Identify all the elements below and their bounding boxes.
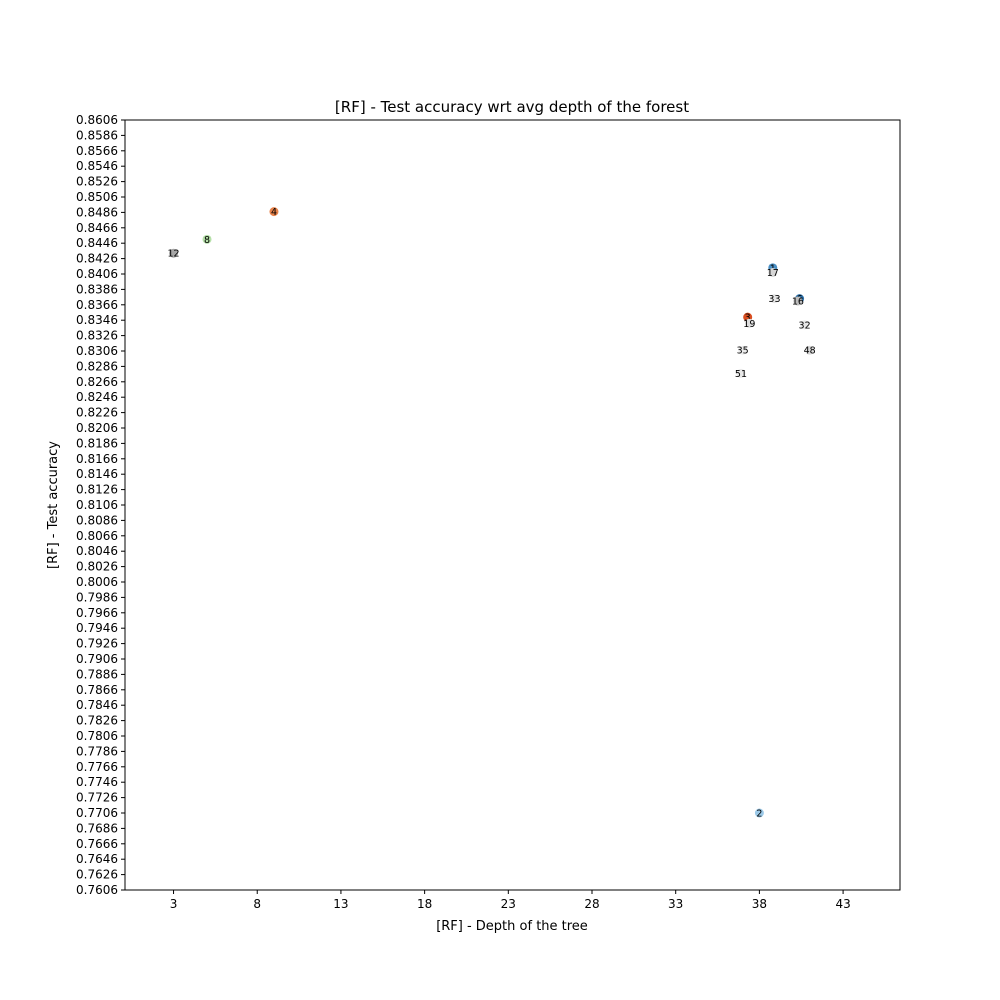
y-tick-label: 0.8466 (76, 221, 118, 235)
data-point-label: 51 (735, 369, 747, 380)
x-tick-label: 33 (668, 897, 683, 911)
y-tick-label: 0.7906 (76, 652, 118, 666)
data-point-label: 4 (271, 207, 277, 218)
data-point-label: 48 (804, 346, 816, 357)
y-tick-label: 0.8406 (76, 267, 118, 281)
y-tick-label: 0.8606 (76, 113, 118, 127)
y-tick-label: 0.8586 (76, 128, 118, 142)
data-point-label: 17 (767, 268, 779, 279)
data-point (269, 207, 279, 217)
data-point-label: 19 (743, 319, 755, 330)
y-tick-label: 0.8166 (76, 452, 118, 466)
plot-frame (124, 119, 901, 891)
chart-title: [RF] - Test accuracy wrt avg depth of th… (335, 98, 689, 116)
data-point (738, 345, 748, 355)
x-tick-label: 28 (584, 897, 599, 911)
y-tick-label: 0.8446 (76, 236, 118, 250)
y-tick-label: 0.8046 (76, 544, 118, 558)
y-tick-label: 0.7626 (76, 868, 118, 882)
y-tick-label: 0.7766 (76, 760, 118, 774)
y-tick-label: 0.7806 (76, 729, 118, 743)
data-point-label: 8 (204, 235, 210, 246)
y-tick-label: 0.8326 (76, 329, 118, 343)
x-tick-label: 8 (253, 897, 261, 911)
y-tick-label: 0.7606 (76, 883, 118, 897)
y-tick-label: 0.7786 (76, 744, 118, 758)
y-tick-label: 0.8026 (76, 560, 118, 574)
x-tick-label: 13 (333, 897, 348, 911)
x-axis: 3 8 13 18 23 28 33 38 43 (170, 890, 851, 911)
y-tick-label: 0.7706 (76, 806, 118, 820)
data-point (769, 294, 779, 304)
data-point (744, 318, 754, 328)
y-tick-label: 0.8426 (76, 252, 118, 266)
y-tick-label: 0.7926 (76, 637, 118, 651)
y-tick-label: 0.8506 (76, 190, 118, 204)
y-tick-label: 0.7866 (76, 683, 118, 697)
y-tick-label: 0.8246 (76, 390, 118, 404)
data-point-label: 33 (768, 294, 780, 305)
y-tick-label: 0.7826 (76, 714, 118, 728)
data-point-label: 12 (167, 249, 179, 260)
data-point (736, 368, 746, 378)
y-tick-label: 0.8526 (76, 175, 118, 189)
y-tick-label: 0.8126 (76, 483, 118, 497)
data-point-label: 32 (799, 320, 811, 331)
data-point-label: 3 (745, 313, 751, 324)
data-point (768, 267, 778, 277)
data-point (754, 808, 764, 818)
y-tick-label: 0.7886 (76, 667, 118, 681)
y-tick-label: 0.7946 (76, 621, 118, 635)
data-point-label: 35 (737, 346, 749, 357)
data-point (202, 234, 212, 244)
y-tick-label: 0.8286 (76, 359, 118, 373)
data-point (793, 296, 803, 306)
data-point (805, 345, 815, 355)
y-tick-label: 0.8486 (76, 205, 118, 219)
x-tick-label: 18 (417, 897, 432, 911)
data-point (169, 248, 179, 258)
y-tick-label: 0.7686 (76, 821, 118, 835)
y-axis-label: [RF] - Test accuracy (46, 441, 61, 569)
y-tick-label: 0.8226 (76, 406, 118, 420)
y-tick-label: 0.8386 (76, 282, 118, 296)
y-tick-label: 0.8566 (76, 144, 118, 158)
x-tick-label: 3 (170, 897, 178, 911)
x-tick-label: 43 (835, 897, 850, 911)
y-axis: 0.76060.76260.76460.76660.76860.77060.77… (76, 113, 125, 897)
y-tick-label: 0.8086 (76, 513, 118, 527)
y-tick-label: 0.8306 (76, 344, 118, 358)
data-point-label: 16 (792, 296, 804, 307)
y-tick-label: 0.8106 (76, 498, 118, 512)
y-tick-label: 0.7646 (76, 852, 118, 866)
y-tick-label: 0.8006 (76, 575, 118, 589)
y-tick-label: 0.8546 (76, 159, 118, 173)
y-tick-label: 0.7966 (76, 606, 118, 620)
y-tick-label: 0.8206 (76, 421, 118, 435)
y-tick-label: 0.7986 (76, 590, 118, 604)
y-tick-label: 0.8186 (76, 436, 118, 450)
y-tick-label: 0.8366 (76, 298, 118, 312)
x-tick-label: 38 (752, 897, 767, 911)
x-tick-label: 23 (501, 897, 516, 911)
y-tick-label: 0.8266 (76, 375, 118, 389)
y-tick-label: 0.7726 (76, 791, 118, 805)
y-tick-label: 0.7746 (76, 775, 118, 789)
y-tick-label: 0.7846 (76, 698, 118, 712)
data-point (800, 320, 810, 330)
data-point-label: 2 (756, 809, 762, 820)
y-tick-label: 0.7666 (76, 837, 118, 851)
y-tick-label: 0.8066 (76, 529, 118, 543)
y-tick-label: 0.8146 (76, 467, 118, 481)
points-layer: 117481233616319323548512 (167, 207, 816, 820)
x-axis-label: [RF] - Depth of the tree (436, 919, 588, 934)
y-tick-label: 0.8346 (76, 313, 118, 327)
